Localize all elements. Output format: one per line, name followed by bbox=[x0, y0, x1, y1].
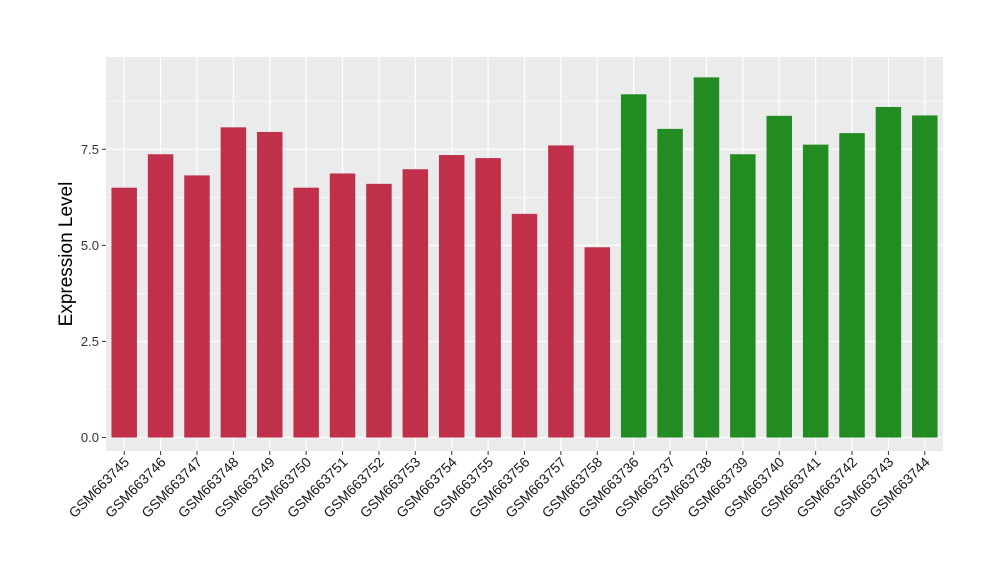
bar-gsm663736 bbox=[620, 94, 647, 438]
y-tick-label: 0.0 bbox=[81, 430, 99, 445]
bar-gsm663755 bbox=[475, 158, 501, 438]
y-axis-title: Expression Level bbox=[56, 182, 77, 327]
bar-gsm663741 bbox=[802, 144, 829, 438]
y-tick-label: 2.5 bbox=[81, 334, 99, 349]
y-tick-label: 5.0 bbox=[81, 238, 99, 253]
bar-gsm663752 bbox=[366, 183, 392, 438]
bar-gsm663751 bbox=[329, 173, 356, 438]
bar-gsm663746 bbox=[147, 154, 174, 438]
bar-gsm663754 bbox=[438, 155, 465, 438]
bar-gsm663739 bbox=[730, 154, 756, 438]
y-axis: 0.0 2.5 5.0 7.5 bbox=[81, 142, 106, 445]
bar-gsm663758 bbox=[584, 247, 611, 438]
bar-gsm663737 bbox=[657, 128, 683, 438]
x-axis: GSM663745GSM663746GSM663747GSM663748GSM6… bbox=[65, 451, 933, 521]
bar-gsm663742 bbox=[839, 133, 865, 438]
bar-gsm663748 bbox=[220, 127, 247, 438]
bar-gsm663740 bbox=[766, 115, 792, 438]
bar-gsm663745 bbox=[111, 187, 137, 438]
bar-gsm663750 bbox=[293, 187, 319, 438]
bar-gsm663747 bbox=[184, 175, 210, 438]
bar-gsm663756 bbox=[511, 213, 538, 438]
y-tick-label: 7.5 bbox=[81, 142, 99, 157]
bar-gsm663743 bbox=[875, 106, 902, 438]
bar-gsm663757 bbox=[548, 145, 574, 438]
bar-gsm663753 bbox=[402, 169, 429, 438]
bar-gsm663738 bbox=[693, 77, 720, 438]
bars-group bbox=[111, 77, 938, 438]
bar-gsm663749 bbox=[257, 131, 283, 438]
bar-gsm663744 bbox=[912, 115, 938, 438]
